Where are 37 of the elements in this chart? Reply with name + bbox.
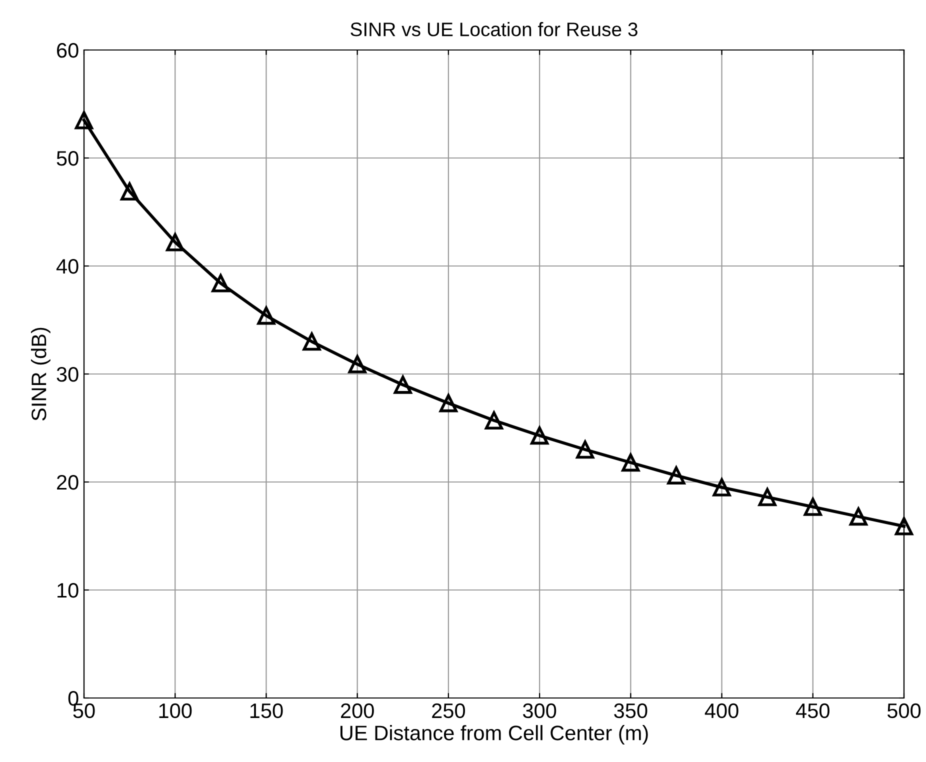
- x-tick-label: 150: [250, 703, 283, 718]
- point: [576, 440, 594, 459]
- point: [849, 508, 868, 526]
- point: [894, 517, 914, 536]
- point: [212, 274, 230, 292]
- point: [74, 111, 94, 130]
- x-axis-title: UE Distance from Cell Center (m): [340, 725, 648, 744]
- y-tick-label: 20: [57, 475, 78, 490]
- y-tick-label: 50: [56, 151, 78, 166]
- y-tick-label: 10: [58, 583, 78, 598]
- point: [484, 411, 504, 430]
- chart-title: SINR vs UE Location for Reuse 3: [350, 22, 638, 36]
- x-tick-label: 100: [159, 703, 192, 718]
- point: [622, 454, 640, 472]
- x-tick-label: 400: [704, 703, 738, 718]
- y-tick-label: 30: [56, 367, 78, 382]
- point: [166, 233, 184, 252]
- y-axis-title: SINR (dB): [30, 328, 50, 421]
- point: [302, 332, 321, 351]
- point: [530, 426, 549, 445]
- x-tick-label: 200: [341, 703, 374, 718]
- x-tick-label: 350: [614, 703, 648, 718]
- point: [120, 182, 139, 201]
- x-tick-label: 300: [522, 703, 556, 718]
- y-tick-label: 60: [57, 43, 78, 58]
- x-tick-label: 500: [887, 703, 921, 718]
- point: [712, 478, 731, 496]
- point: [758, 488, 776, 506]
- y-tick-label: 40: [56, 259, 78, 274]
- point: [667, 466, 686, 485]
- point: [257, 306, 276, 325]
- point: [439, 394, 458, 412]
- point: [804, 498, 822, 516]
- x-tick-label: 250: [432, 703, 466, 718]
- point: [394, 376, 412, 394]
- point: [348, 355, 366, 374]
- x-tick-label: 450: [796, 703, 830, 718]
